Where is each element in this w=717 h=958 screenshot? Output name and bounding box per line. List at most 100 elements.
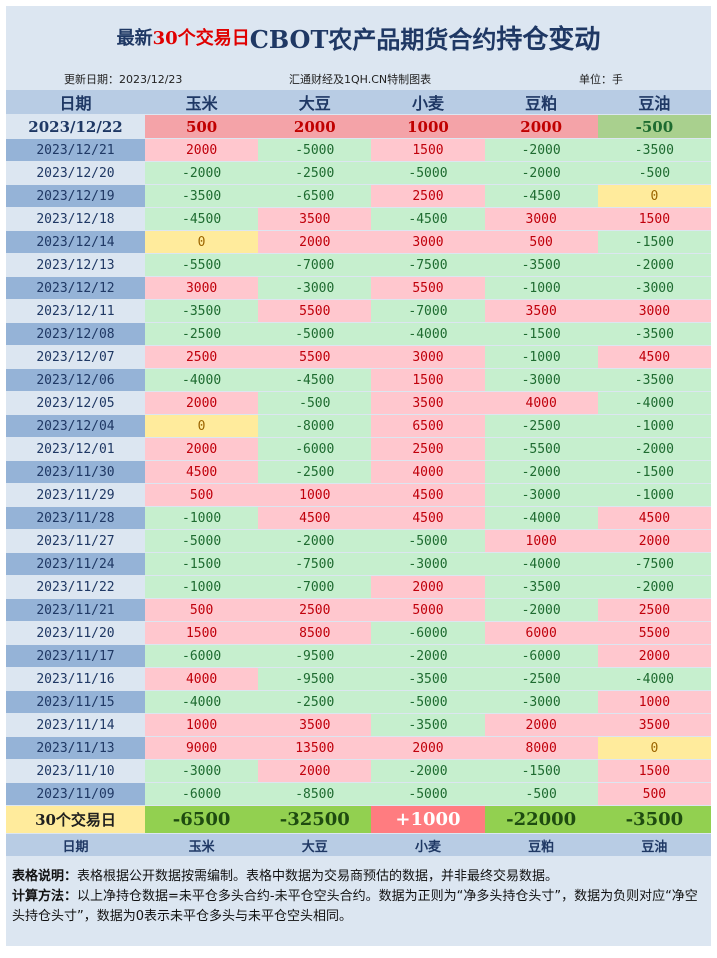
note: 计算方法：以上净持仓数据=未平仓多头合约-未平仓空头合约。数据为正则为“净多头持… xyxy=(12,887,705,927)
data-row: 2023/11/27 -5000 -2000 -5000 1000 2000 xyxy=(6,529,711,553)
total-cell: -3500 xyxy=(597,805,711,834)
value-cell: 2000 xyxy=(258,230,372,254)
date-cell: 2023/11/20 xyxy=(6,621,145,645)
value-cell: -4000 xyxy=(484,552,598,576)
value-cell: 2500 xyxy=(258,598,372,622)
value-cell: -3500 xyxy=(145,299,259,323)
data-row: 2023/12/14 0 2000 3000 500 -1500 xyxy=(6,230,711,254)
column-header: 豆油 xyxy=(597,90,711,115)
data-row: 2023/11/15 -4000 -2500 -5000 -3000 1000 xyxy=(6,690,711,714)
value-cell: 2000 xyxy=(484,713,598,737)
value-cell: -5000 xyxy=(371,690,485,714)
value-cell: 1500 xyxy=(371,368,485,392)
value-cell: -9500 xyxy=(258,644,372,668)
value-cell: 3000 xyxy=(145,276,259,300)
value-cell: -2000 xyxy=(484,598,598,622)
value-cell: -4000 xyxy=(371,322,485,346)
data-row: 2023/11/24 -1500 -7500 -3000 -4000 -7500 xyxy=(6,552,711,576)
column-footer: 大豆 xyxy=(258,833,372,857)
value-cell: -1000 xyxy=(484,345,598,369)
data-row: 2023/11/13 9000 13500 2000 8000 0 xyxy=(6,736,711,760)
column-footer: 小麦 xyxy=(371,833,485,857)
value-cell: -2500 xyxy=(484,667,598,691)
date-cell: 2023/12/06 xyxy=(6,368,145,392)
data-row: 2023/11/29 500 1000 4500 -3000 -1000 xyxy=(6,483,711,507)
date-cell: 2023/12/11 xyxy=(6,299,145,323)
value-cell: -1500 xyxy=(484,322,598,346)
value-cell: 3500 xyxy=(597,713,711,737)
note-text: 表格根据公开数据按需编制。表格中数据为交易商预估的数据，并非最终交易数据。 xyxy=(77,869,559,884)
value-cell: -3000 xyxy=(484,690,598,714)
value-cell: -5500 xyxy=(484,437,598,461)
value-cell: -2000 xyxy=(145,161,259,185)
value-cell: 4500 xyxy=(258,506,372,530)
value-cell: -6500 xyxy=(258,184,372,208)
value-cell: -3000 xyxy=(258,276,372,300)
value-cell: 2000 xyxy=(258,114,372,139)
value-cell: -1500 xyxy=(597,230,711,254)
data-row: 2023/12/19 -3500 -6500 2500 -4500 0 xyxy=(6,184,711,208)
value-cell: -7500 xyxy=(371,253,485,277)
date-cell: 2023/11/14 xyxy=(6,713,145,737)
value-cell: 3500 xyxy=(258,713,372,737)
value-cell: 8500 xyxy=(258,621,372,645)
total-row: 30个交易日 -6500 -32500 +1000 -22000 -3500 xyxy=(6,805,711,834)
value-cell: 0 xyxy=(597,736,711,760)
value-cell: 5500 xyxy=(258,345,372,369)
data-row: 2023/12/08 -2500 -5000 -4000 -1500 -3500 xyxy=(6,322,711,346)
value-cell: 0 xyxy=(145,414,259,438)
data-row: 2023/12/06 -4000 -4500 1500 -3000 -3500 xyxy=(6,368,711,392)
value-cell: -500 xyxy=(597,161,711,185)
data-row: 2023/11/17 -6000 -9500 -2000 -6000 2000 xyxy=(6,644,711,668)
position-table: 日期 玉米 大豆 小麦 豆粕 豆油 2023/12/22 500 2000 1000 2000 -50… xyxy=(6,90,711,857)
value-cell: -4000 xyxy=(597,667,711,691)
date-cell: 2023/12/13 xyxy=(6,253,145,277)
column-footer: 豆粕 xyxy=(484,833,598,857)
value-cell: -1000 xyxy=(597,414,711,438)
total-cell: -6500 xyxy=(145,805,259,834)
value-cell: -2000 xyxy=(371,644,485,668)
data-row: 2023/12/04 0 -8000 6500 -2500 -1000 xyxy=(6,414,711,438)
total-cell: +1000 xyxy=(371,805,485,834)
data-row: 2023/12/13 -5500 -7000 -7500 -3500 -2000 xyxy=(6,253,711,277)
value-cell: -3000 xyxy=(145,759,259,783)
date-cell: 2023/11/24 xyxy=(6,552,145,576)
value-cell: 2000 xyxy=(597,644,711,668)
value-cell: -5000 xyxy=(371,782,485,806)
date-cell: 2023/12/01 xyxy=(6,437,145,461)
data-row: 2023/11/22 -1000 -7000 2000 -3500 -2000 xyxy=(6,575,711,599)
date-cell: 2023/12/20 xyxy=(6,161,145,185)
data-row: 2023/12/01 2000 -6000 2500 -5500 -2000 xyxy=(6,437,711,461)
date-cell: 2023/12/21 xyxy=(6,138,145,162)
note-label: 计算方法： xyxy=(12,889,78,904)
value-cell: -7000 xyxy=(258,253,372,277)
value-cell: 500 xyxy=(145,598,259,622)
value-cell: 3000 xyxy=(484,207,598,231)
date-cell: 2023/11/21 xyxy=(6,598,145,622)
value-cell: -2500 xyxy=(258,690,372,714)
value-cell: -3500 xyxy=(145,184,259,208)
value-cell: 2000 xyxy=(145,391,259,415)
date-cell: 2023/12/19 xyxy=(6,184,145,208)
value-cell: -1000 xyxy=(484,276,598,300)
value-cell: -3500 xyxy=(484,253,598,277)
value-cell: 1500 xyxy=(597,759,711,783)
value-cell: -5000 xyxy=(258,138,372,162)
value-cell: -7500 xyxy=(258,552,372,576)
value-cell: -2000 xyxy=(484,138,598,162)
value-cell: 2000 xyxy=(597,529,711,553)
value-cell: -500 xyxy=(484,782,598,806)
value-cell: 500 xyxy=(597,782,711,806)
column-footer: 豆油 xyxy=(597,833,711,857)
column-header: 小麦 xyxy=(371,90,485,115)
value-cell: -2000 xyxy=(597,575,711,599)
value-cell: 3500 xyxy=(371,391,485,415)
value-cell: -1500 xyxy=(597,460,711,484)
value-cell: -6000 xyxy=(484,644,598,668)
value-cell: 4000 xyxy=(145,667,259,691)
value-cell: -1000 xyxy=(145,575,259,599)
value-cell: -9500 xyxy=(258,667,372,691)
value-cell: 3500 xyxy=(484,299,598,323)
value-cell: 4500 xyxy=(597,506,711,530)
date-cell: 2023/11/10 xyxy=(6,759,145,783)
